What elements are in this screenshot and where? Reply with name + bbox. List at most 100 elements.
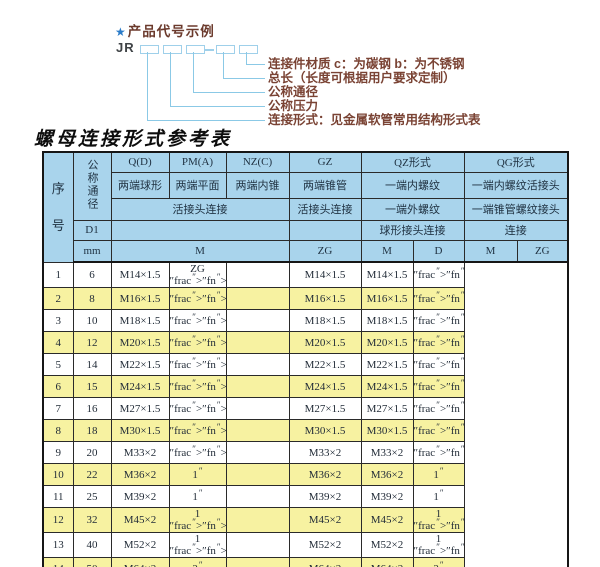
- code-label-pressure: 公称压力: [268, 98, 319, 113]
- header-gz-sub: 两端锥管: [288, 171, 362, 199]
- header-qg-sub3: 连接: [463, 219, 569, 241]
- table-cell: [225, 261, 290, 288]
- table-cell: ″frac″>″fn″>1″fd″>2″: [168, 353, 227, 376]
- header-mm: mm: [72, 239, 112, 263]
- table-cell: M36×2: [360, 463, 414, 486]
- table-cell: 12: [42, 507, 74, 533]
- table-cell: ″frac″>″fn″>1″fd″>2″: [412, 375, 465, 398]
- header-pm: PM(A): [168, 151, 227, 173]
- connector-line: [147, 52, 265, 121]
- table-row: 1450M64×22″M64×2M64×22″: [42, 557, 568, 567]
- table-cell: ″frac″>″fn″>3″fd″>4″: [168, 419, 227, 442]
- table-cell: M14×1.5: [360, 261, 414, 288]
- table-cell: [225, 353, 290, 376]
- header-nz-sub: 两端内锥: [225, 171, 290, 199]
- table-cell: 40: [72, 532, 112, 558]
- header-qz: QZ形式: [360, 151, 465, 173]
- table-cell: ″frac″>″fn″>1″fd″>2″: [168, 397, 227, 420]
- table-cell: 1″: [168, 463, 227, 486]
- code-box-4: [216, 45, 235, 54]
- table-cell: M64×2: [288, 557, 362, 567]
- table-cell: M22×1.5: [288, 353, 362, 376]
- header-q: Q(D): [110, 151, 170, 173]
- table-row: 10 22 M36×2 1″ M36×2 M36×2 1″: [42, 463, 568, 486]
- table-cell: ″frac″>″fn″>1″fd″>2″: [168, 375, 227, 398]
- header-q-sub: 两端球形: [110, 171, 170, 199]
- code-label-material: 连接件材质 c：为碳钢 b：为不锈钢: [268, 56, 465, 71]
- table-cell: M36×2: [288, 463, 362, 486]
- table-row: 310M18×1.5″frac″>″fn″>3″fd″>8″M18×1.5M18…: [42, 309, 568, 332]
- header-qz-sub2: 一端外螺纹: [360, 197, 465, 221]
- table-cell: ″frac″>″fn″>1″fd″>4″: [412, 261, 465, 288]
- table-cell: M18×1.5: [110, 309, 170, 332]
- nut-connection-table: 序号 公称通径 Q(D) PM(A) NZ(C) GZ QZ形式 QG形式 两端…: [42, 151, 570, 567]
- table-cell: ZG ″frac″>″fn″>1″fd″>4″: [168, 261, 227, 288]
- table-row: 818M30×1.5″frac″>″fn″>3″fd″>4″M30×1.5M30…: [42, 419, 568, 442]
- table-cell: M16×1.5: [288, 287, 362, 310]
- code-dash: [204, 48, 214, 51]
- table-cell: 8: [72, 287, 112, 310]
- header-zg-col: ZG: [288, 239, 362, 263]
- table-cell: [225, 507, 290, 533]
- code-box-5: [239, 45, 258, 54]
- connector-line: [246, 52, 265, 65]
- star-icon: ★: [115, 25, 127, 39]
- table-cell: 13: [42, 532, 74, 558]
- header-qg-sub1: 一端内螺纹活接头: [463, 171, 569, 199]
- table-cell: M22×1.5: [110, 353, 170, 376]
- table-cell: ″frac″>″fn″>3″fd″>8″: [412, 287, 465, 310]
- table-cell: M33×2: [360, 441, 414, 464]
- product-code-heading-text: 产品代号示例: [127, 24, 215, 39]
- table-cell: M39×2: [288, 485, 362, 508]
- table-cell: M30×1.5: [288, 419, 362, 442]
- header-qg-sub2: 一端锥管螺纹接头: [463, 197, 569, 221]
- table-row: 514M22×1.5″frac″>″fn″>1″fd″>2″M22×1.5M22…: [42, 353, 568, 376]
- table-cell: M24×1.5: [360, 375, 414, 398]
- header-union-connection: 活接头连接: [110, 197, 290, 221]
- table-cell: [225, 309, 290, 332]
- header-nz: NZ(C): [225, 151, 290, 173]
- table-cell: ″frac″>″fn″>1″fd″>2″: [168, 331, 227, 354]
- table-cell: 1″: [168, 485, 227, 508]
- table-cell: 1 ″frac″>″fn″>1″fd″>4″: [168, 507, 227, 533]
- table-cell: 9: [42, 441, 74, 464]
- table-cell: M39×2: [360, 485, 414, 508]
- code-label-length: 总长（长度可根据用户要求定制）: [268, 71, 456, 85]
- table-cell: M30×1.5: [360, 419, 414, 442]
- header-gz-connection: 活接头连接: [288, 197, 362, 221]
- table-cell: M52×2: [110, 532, 170, 558]
- table-cell: 1: [42, 261, 74, 288]
- table-cell: [225, 463, 290, 486]
- table-cell: 11: [42, 485, 74, 508]
- table-cell: 6: [42, 375, 74, 398]
- table-cell: M64×2: [360, 557, 414, 567]
- table-cell: 2: [42, 287, 74, 310]
- header-d1: D1: [72, 219, 112, 241]
- table-cell: M30×1.5: [110, 419, 170, 442]
- header-blank: [288, 219, 362, 241]
- table-cell: M20×1.5: [288, 331, 362, 354]
- table-cell: ″frac″>″fn″>1″fd″>2″: [412, 397, 465, 420]
- header-qg-zg: ZG: [516, 239, 569, 263]
- table-cell: 14: [72, 353, 112, 376]
- table-cell: M27×1.5: [110, 397, 170, 420]
- table-title: 螺母连接形式参考表: [34, 128, 233, 150]
- table-cell: M22×1.5: [360, 353, 414, 376]
- table-cell: 4: [42, 331, 74, 354]
- table-cell: 50: [72, 557, 112, 567]
- table-cell: M20×1.5: [360, 331, 414, 354]
- table-cell: 1″: [412, 485, 465, 508]
- table-cell: 20: [72, 441, 112, 464]
- header-qg-m: M: [463, 239, 518, 263]
- table-cell: 2″: [412, 557, 465, 567]
- table-cell: M33×2: [110, 441, 170, 464]
- product-code-heading: ★产品代号示例: [115, 20, 215, 40]
- header-gz: GZ: [288, 151, 362, 173]
- table-cell: M27×1.5: [360, 397, 414, 420]
- header-qz-sub3: 球形接头连接: [360, 219, 465, 241]
- table-cell: [225, 557, 290, 567]
